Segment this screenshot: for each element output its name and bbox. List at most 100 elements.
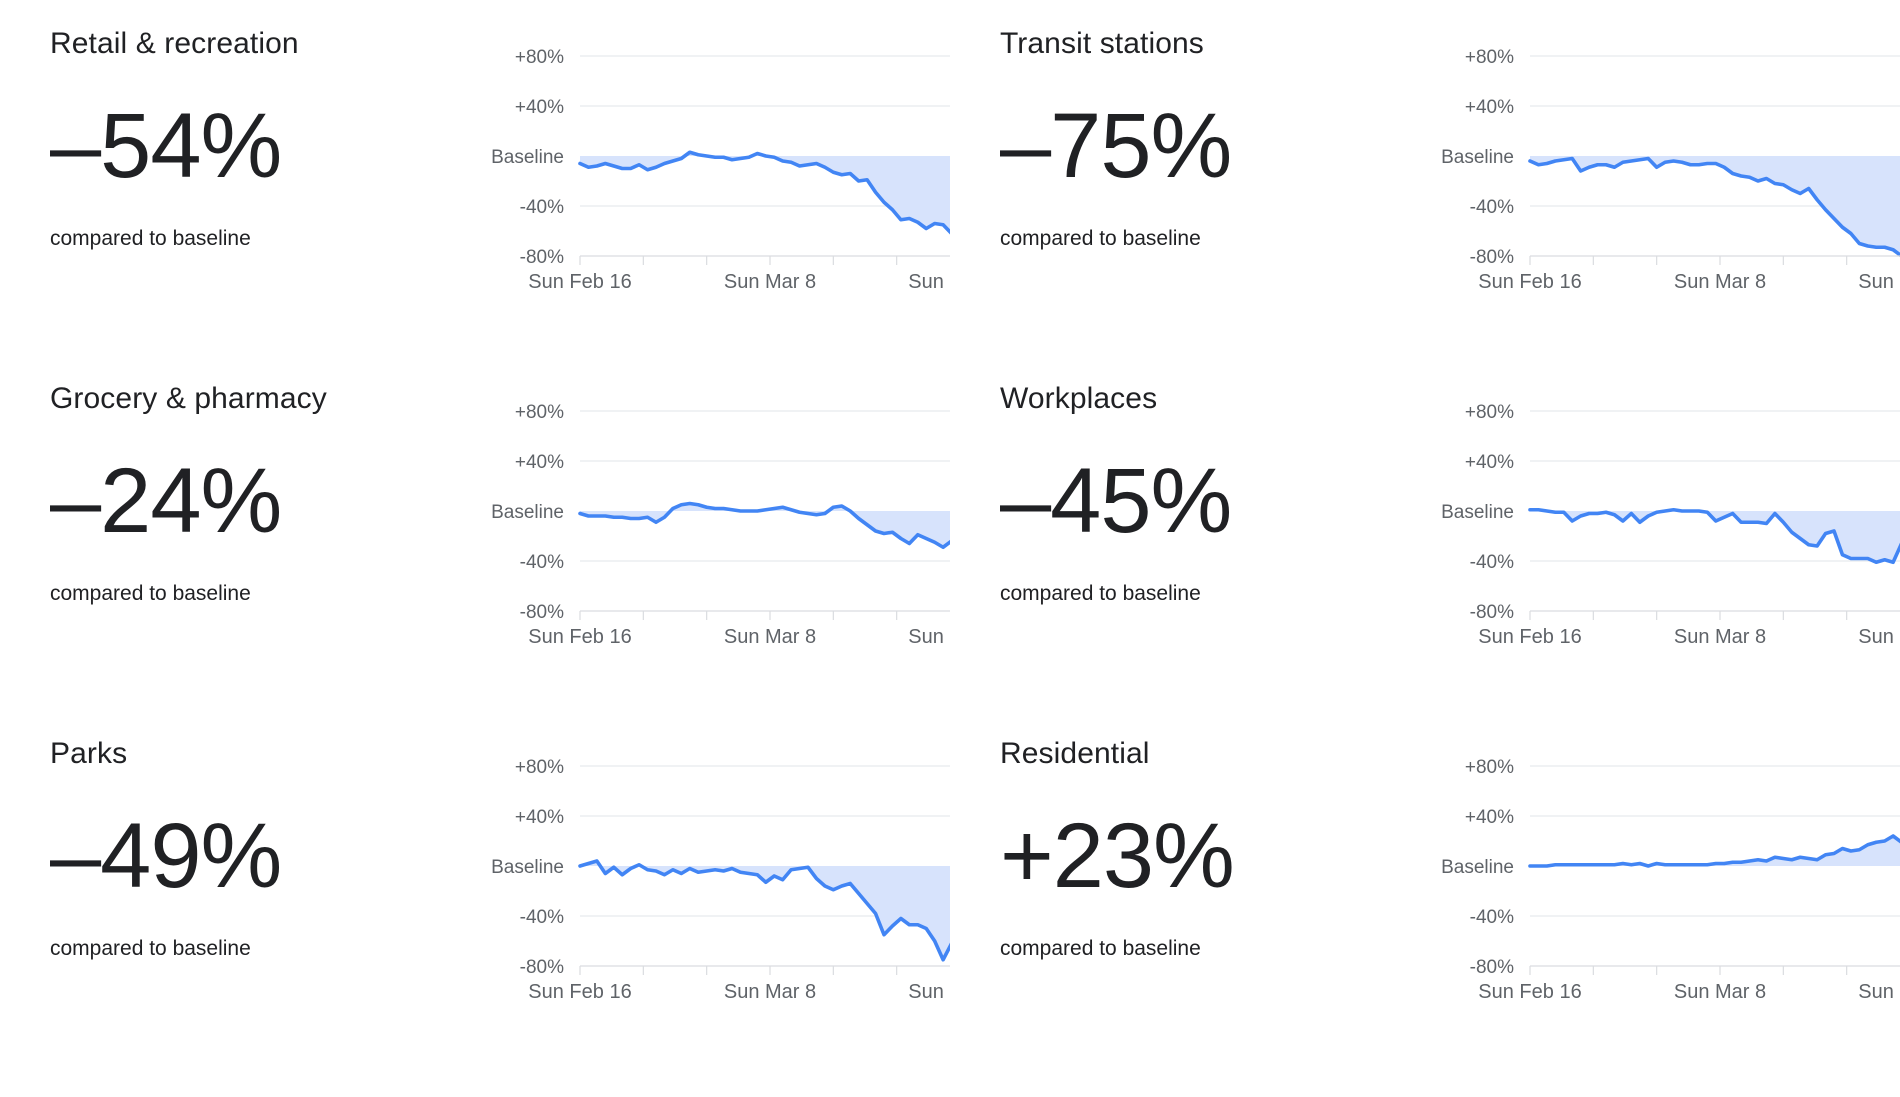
panel-retail-and-recreation: Retail & recreation –54% compared to bas… bbox=[0, 4, 950, 359]
panel-value: –45% bbox=[1000, 450, 1232, 552]
x-tick-label: Sun Feb 16 bbox=[528, 626, 631, 648]
panel-title: Parks bbox=[50, 737, 128, 770]
panel-value: –49% bbox=[50, 805, 282, 907]
x-tick-label: Sun Mar 8 bbox=[1674, 981, 1766, 1003]
y-tick-label: -40% bbox=[1470, 552, 1514, 573]
x-tick-label: Sun Mar 8 bbox=[724, 271, 816, 293]
y-tick-label: -40% bbox=[1470, 907, 1514, 928]
panel-workplaces: Workplaces –45% compared to baseline +80… bbox=[950, 359, 1900, 714]
y-tick-label: -40% bbox=[520, 197, 564, 218]
panel-chart-residential: +80% +40% Baseline -40% -80% Sun Feb 16 Sun Ma… bbox=[1405, 714, 1900, 1069]
series-line bbox=[578, 150, 950, 235]
y-tick-label: Baseline bbox=[491, 147, 564, 168]
panel-value: –24% bbox=[50, 450, 282, 552]
panel-caption: compared to baseline bbox=[1000, 582, 1201, 605]
y-tick-label: Baseline bbox=[491, 502, 564, 523]
y-tick-label: -80% bbox=[1470, 247, 1514, 268]
mobility-trend-chart: +80% +40% Baseline -40% -80% Sun Feb 16 Sun Ma… bbox=[1441, 757, 1900, 1003]
y-tick-label: +80% bbox=[515, 757, 564, 778]
y-tick-label: -40% bbox=[520, 907, 564, 928]
y-tick-label: +80% bbox=[1465, 47, 1514, 68]
panel-title: Transit stations bbox=[1000, 27, 1204, 60]
y-tick-label: Baseline bbox=[1441, 147, 1514, 168]
panel-grocery-and-pharmacy: Grocery & pharmacy –24% compared to base… bbox=[0, 359, 950, 714]
panel-value: +23% bbox=[1000, 805, 1235, 907]
mobility-trend-chart: +80% +40% Baseline -40% -80% Sun Feb 16 Sun Ma… bbox=[491, 47, 950, 293]
mobility-trend-chart: +80% +40% Baseline -40% -80% Sun Feb 16 Sun Ma… bbox=[1441, 402, 1900, 648]
panel-chart-grocery-and-pharmacy: +80% +40% Baseline -40% -80% Sun Feb 16 Sun Ma… bbox=[455, 359, 950, 714]
series-area bbox=[1530, 509, 1900, 563]
panel-parks: Parks –49% compared to baseline +80% +40%… bbox=[0, 714, 950, 1069]
x-tick-label: Sun Mar 29 bbox=[1858, 981, 1900, 1003]
panel-title: Residential bbox=[1000, 737, 1150, 770]
y-tick-label: -80% bbox=[520, 247, 564, 268]
y-tick-label: -40% bbox=[1470, 197, 1514, 218]
series-area bbox=[1530, 156, 1900, 255]
panel-caption: compared to baseline bbox=[1000, 937, 1201, 960]
y-tick-label: Baseline bbox=[1441, 502, 1514, 523]
y-tick-label: Baseline bbox=[1441, 857, 1514, 878]
panel-transit-stations: Transit stations –75% compared to baseli… bbox=[950, 4, 1900, 359]
y-tick-label: +40% bbox=[515, 807, 564, 828]
x-tick-label: Sun Mar 29 bbox=[908, 271, 950, 293]
series-area bbox=[1530, 836, 1900, 866]
x-tick-label: Sun Mar 29 bbox=[1858, 271, 1900, 293]
series-area bbox=[580, 861, 950, 960]
x-tick-label: Sun Mar 29 bbox=[908, 626, 950, 648]
y-tick-label: +40% bbox=[515, 452, 564, 473]
panel-caption: compared to baseline bbox=[50, 937, 251, 960]
panel-left-grocery-and-pharmacy: Grocery & pharmacy –24% compared to base… bbox=[0, 359, 455, 714]
y-tick-label: +40% bbox=[1465, 97, 1514, 118]
panel-chart-transit-stations: +80% +40% Baseline -40% -80% Sun Feb 16 Sun Ma… bbox=[1405, 4, 1900, 359]
panel-title: Workplaces bbox=[1000, 382, 1158, 415]
panel-caption: compared to baseline bbox=[1000, 227, 1201, 250]
x-tick-label: Sun Feb 16 bbox=[528, 981, 631, 1003]
x-tick-label: Sun Feb 16 bbox=[1478, 271, 1581, 293]
panel-residential: Residential +23% compared to baseline +8… bbox=[950, 714, 1900, 1069]
y-tick-label: -80% bbox=[1470, 602, 1514, 623]
x-tick-label: Sun Feb 16 bbox=[528, 271, 631, 293]
x-tick-label: Sun Feb 16 bbox=[1478, 981, 1581, 1003]
mobility-trend-chart: +80% +40% Baseline -40% -80% Sun Feb 16 Sun Ma… bbox=[491, 757, 950, 1003]
y-tick-label: Baseline bbox=[491, 857, 564, 878]
panel-title: Grocery & pharmacy bbox=[50, 382, 327, 415]
panel-chart-workplaces: +80% +40% Baseline -40% -80% Sun Feb 16 Sun Ma… bbox=[1405, 359, 1900, 714]
x-tick-label: Sun Mar 8 bbox=[1674, 271, 1766, 293]
panel-left-transit-stations: Transit stations –75% compared to baseli… bbox=[950, 4, 1405, 359]
x-tick-label: Sun Mar 8 bbox=[724, 626, 816, 648]
series-line bbox=[1528, 156, 1900, 258]
mobility-trend-chart: +80% +40% Baseline -40% -80% Sun Feb 16 Sun Ma… bbox=[491, 402, 950, 648]
series-line bbox=[1528, 834, 1900, 868]
panel-caption: compared to baseline bbox=[50, 227, 251, 250]
panel-caption: compared to baseline bbox=[50, 582, 251, 605]
series-line bbox=[578, 859, 950, 962]
mobility-report-grid: Retail & recreation –54% compared to bas… bbox=[0, 4, 1900, 1003]
x-tick-label: Sun Mar 8 bbox=[724, 981, 816, 1003]
panel-left-retail-and-recreation: Retail & recreation –54% compared to bas… bbox=[0, 4, 455, 359]
panel-chart-parks: +80% +40% Baseline -40% -80% Sun Feb 16 Sun Ma… bbox=[455, 714, 950, 1069]
x-tick-label: Sun Mar 29 bbox=[1858, 626, 1900, 648]
panel-value: –54% bbox=[50, 95, 282, 197]
series-area bbox=[580, 503, 950, 548]
y-tick-label: +40% bbox=[1465, 452, 1514, 473]
panel-title: Retail & recreation bbox=[50, 27, 299, 60]
panel-left-workplaces: Workplaces –45% compared to baseline bbox=[950, 359, 1405, 714]
y-tick-label: -80% bbox=[1470, 957, 1514, 978]
y-tick-label: +80% bbox=[1465, 757, 1514, 778]
series-area bbox=[580, 152, 950, 232]
panel-chart-retail-and-recreation: +80% +40% Baseline -40% -80% Sun Feb 16 Sun Ma… bbox=[455, 4, 950, 359]
panel-left-parks: Parks –49% compared to baseline bbox=[0, 714, 455, 1069]
y-tick-label: -80% bbox=[520, 957, 564, 978]
x-tick-label: Sun Mar 29 bbox=[908, 981, 950, 1003]
panel-value: –75% bbox=[1000, 95, 1232, 197]
x-tick-label: Sun Mar 8 bbox=[1674, 626, 1766, 648]
y-tick-label: -80% bbox=[520, 602, 564, 623]
mobility-trend-chart: +80% +40% Baseline -40% -80% Sun Feb 16 Sun Ma… bbox=[1441, 47, 1900, 293]
y-tick-label: +80% bbox=[515, 47, 564, 68]
y-tick-label: -40% bbox=[520, 552, 564, 573]
x-tick-label: Sun Feb 16 bbox=[1478, 626, 1581, 648]
y-tick-label: +40% bbox=[1465, 807, 1514, 828]
y-tick-label: +40% bbox=[515, 97, 564, 118]
series-line bbox=[578, 501, 950, 550]
y-tick-label: +80% bbox=[1465, 402, 1514, 423]
